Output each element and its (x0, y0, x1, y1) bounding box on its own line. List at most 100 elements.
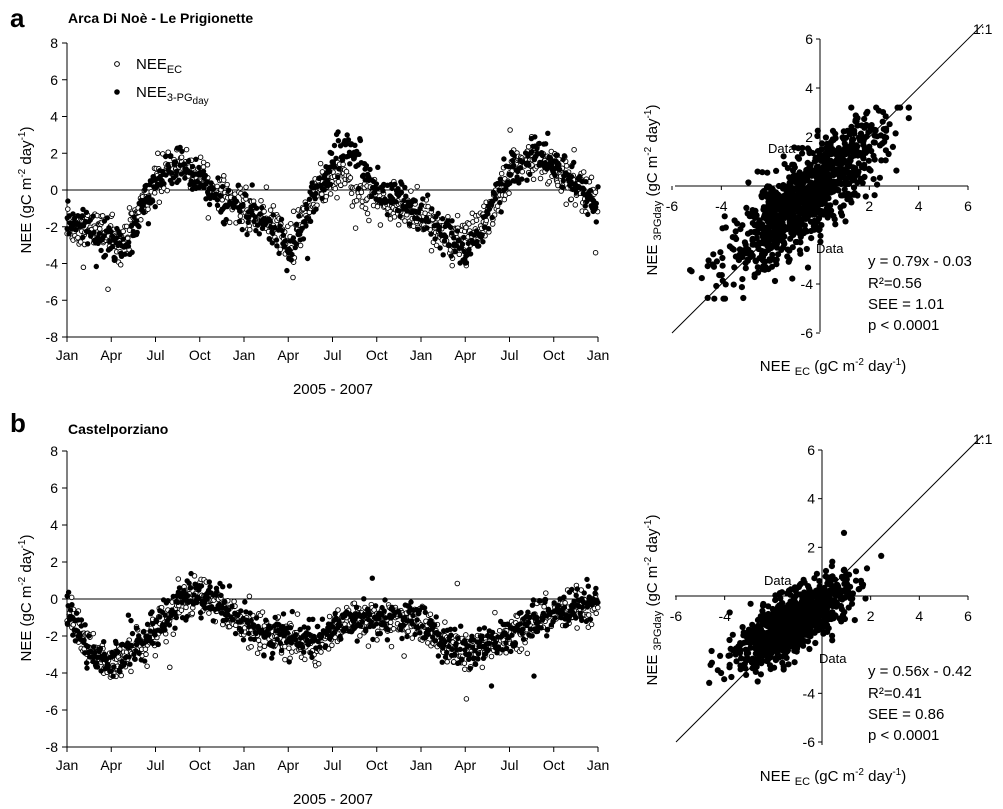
point-nee-3pg (70, 211, 76, 217)
point-nee-3pg (176, 177, 182, 183)
scatter-point (883, 134, 890, 141)
scatter-point (754, 264, 761, 271)
y-tick-label: -6 (46, 292, 59, 308)
point-nee-ec (317, 160, 324, 167)
point-nee-3pg (93, 263, 100, 270)
point-nee-3pg (184, 613, 190, 620)
point-nee-3pg (479, 633, 485, 639)
point-nee-3pg (448, 632, 454, 638)
scatter-point (732, 228, 739, 235)
point-nee-3pg (81, 637, 87, 643)
point-nee-3pg (479, 232, 485, 238)
point-nee-3pg (125, 612, 132, 618)
scatter-point (845, 190, 852, 197)
scatter-y-tick-label: -6 (801, 325, 814, 341)
point-nee-ec (395, 222, 402, 228)
point-nee-3pg (69, 602, 75, 608)
point-nee-3pg (273, 237, 280, 243)
scatter-point (747, 253, 754, 261)
scatter-point (775, 191, 782, 198)
point-nee-3pg (230, 616, 236, 623)
point-nee-3pg (392, 181, 398, 187)
point-nee-3pg (412, 631, 418, 638)
point-nee-3pg (444, 649, 450, 656)
point-nee-3pg (401, 197, 407, 204)
point-nee-3pg (83, 209, 90, 215)
point-nee-ec (183, 146, 190, 153)
point-nee-ec (142, 646, 149, 652)
point-nee-3pg (149, 198, 156, 204)
point-nee-3pg (321, 187, 327, 193)
point-nee-3pg (317, 644, 323, 650)
scatter-point (749, 210, 757, 217)
scatter-point (764, 169, 771, 176)
point-nee-3pg (112, 255, 118, 262)
scatter-point (797, 226, 804, 234)
point-nee-3pg (561, 604, 568, 611)
point-nee-3pg (73, 610, 80, 616)
point-nee-ec (290, 208, 297, 215)
scatter-y-tick-label: 6 (805, 31, 813, 47)
scatter-point (795, 155, 803, 162)
scatter-point (804, 159, 811, 166)
point-nee-3pg (339, 157, 346, 163)
scatter-point (705, 257, 712, 264)
point-nee-ec (357, 633, 363, 639)
point-nee-3pg (410, 612, 416, 619)
point-nee-3pg (520, 636, 527, 642)
point-nee-3pg (452, 248, 458, 255)
x-tick-label: Jul (324, 347, 342, 363)
point-nee-ec (165, 149, 171, 155)
scatter-point (752, 257, 759, 264)
point-nee-3pg (403, 193, 409, 199)
x-tick-label: Oct (543, 347, 565, 363)
point-nee-3pg (285, 630, 291, 636)
point-nee-3pg (244, 231, 250, 238)
scatter-point (811, 158, 818, 165)
point-nee-3pg (560, 178, 566, 184)
scatter-point (729, 631, 736, 638)
scatter-point (716, 272, 723, 279)
point-nee-ec (546, 178, 552, 185)
scatter-point (790, 211, 797, 218)
scatter-point (792, 238, 800, 246)
point-nee-3pg (425, 218, 432, 225)
point-nee-ec (259, 609, 266, 615)
scatter-point (789, 275, 796, 282)
legend-marker-ec (114, 61, 120, 67)
point-nee-ec (391, 214, 398, 220)
point-nee-3pg (497, 176, 503, 182)
point-nee-ec (270, 203, 277, 209)
point-nee-3pg (243, 192, 249, 198)
point-nee-ec (257, 642, 263, 648)
point-nee-3pg (525, 619, 532, 626)
scatter-point (823, 184, 830, 191)
point-nee-3pg (422, 609, 428, 616)
point-nee-ec (449, 262, 455, 269)
point-nee-3pg (185, 593, 191, 599)
scatter-point (852, 568, 860, 575)
x-axis-title-a: 2005 - 2007 (293, 381, 373, 398)
scatter-point (770, 256, 778, 263)
point-nee-3pg (574, 586, 580, 592)
point-nee-3pg (545, 130, 551, 136)
point-nee-3pg (344, 141, 350, 147)
point-nee-3pg (110, 673, 116, 679)
point-nee-3pg (435, 210, 441, 217)
point-nee-3pg (261, 652, 267, 658)
point-nee-ec (189, 610, 196, 617)
y-tick-label: 0 (50, 591, 58, 607)
point-nee-ec (364, 210, 371, 217)
scatter-point (820, 163, 827, 170)
point-nee-ec (349, 203, 356, 209)
point-nee-3pg (569, 163, 575, 170)
point-nee-3pg (420, 196, 426, 202)
point-nee-3pg (186, 580, 192, 586)
point-nee-3pg (289, 608, 295, 615)
point-nee-3pg (443, 234, 449, 240)
point-nee-3pg (547, 155, 554, 161)
point-nee-3pg (274, 243, 280, 249)
point-nee-3pg (113, 235, 120, 241)
point-nee-3pg (400, 622, 407, 628)
